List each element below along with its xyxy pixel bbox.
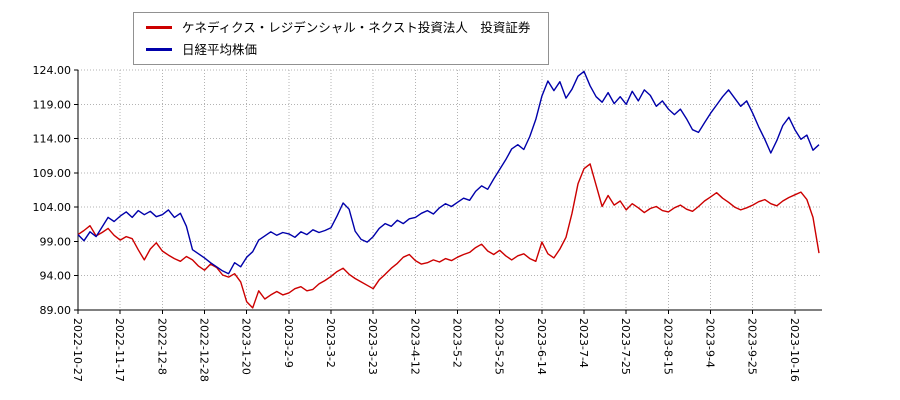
series-line-reit (77, 163, 820, 309)
x-tick-label: 2023-7-4 (577, 318, 590, 368)
x-tick-label: 2022-10-27 (71, 318, 84, 382)
x-tick-label: 2023-3-2 (324, 318, 337, 368)
y-tick-label: 119.00 (33, 98, 72, 111)
y-tick-label: 94.00 (40, 270, 72, 283)
x-tick-label: 2023-9-4 (704, 318, 717, 368)
x-tick-label: 2022-12-28 (198, 318, 211, 382)
x-tick-label: 2023-4-12 (408, 318, 421, 375)
legend-item-reit: ケネディクス・レジデンシャル・ネクスト投資法人 投資証券 (146, 20, 530, 35)
x-tick-label: 2023-8-15 (661, 318, 674, 375)
x-tick-label: 2022-11-17 (113, 318, 126, 382)
x-tick-label: 2023-5-2 (451, 318, 464, 368)
x-tick-label: 2023-5-25 (493, 318, 506, 375)
x-tick-label: 2023-3-23 (366, 318, 379, 375)
legend-label-nikkei: 日経平均株価 (182, 42, 258, 57)
x-tick-label: 2023-9-25 (746, 318, 759, 375)
y-tick-label: 114.00 (33, 133, 72, 146)
legend-item-nikkei: 日経平均株価 (146, 42, 530, 57)
series-line-nikkei (77, 70, 820, 275)
x-tick-label: 2023-7-25 (619, 318, 632, 375)
y-tick-label: 109.00 (33, 167, 72, 180)
y-tick-label: 124.00 (33, 64, 72, 77)
x-tick-label: 2022-12-8 (155, 318, 168, 375)
y-tick-label: 104.00 (33, 201, 72, 214)
y-tick-label: 99.00 (40, 235, 72, 248)
x-tick-label: 2023-6-14 (535, 318, 548, 375)
x-tick-label: 2023-2-9 (282, 318, 295, 368)
legend-label-reit: ケネディクス・レジデンシャル・ネクスト投資法人 投資証券 (182, 20, 531, 35)
blue-line-swatch (146, 48, 172, 51)
x-tick-label: 2023-10-16 (788, 318, 801, 382)
chart-legend: ケネディクス・レジデンシャル・ネクスト投資法人 投資証券 日経平均株価 (133, 12, 550, 65)
red-line-swatch (146, 26, 172, 29)
y-tick-label: 89.00 (40, 304, 72, 317)
x-tick-label: 2023-1-20 (240, 318, 253, 375)
